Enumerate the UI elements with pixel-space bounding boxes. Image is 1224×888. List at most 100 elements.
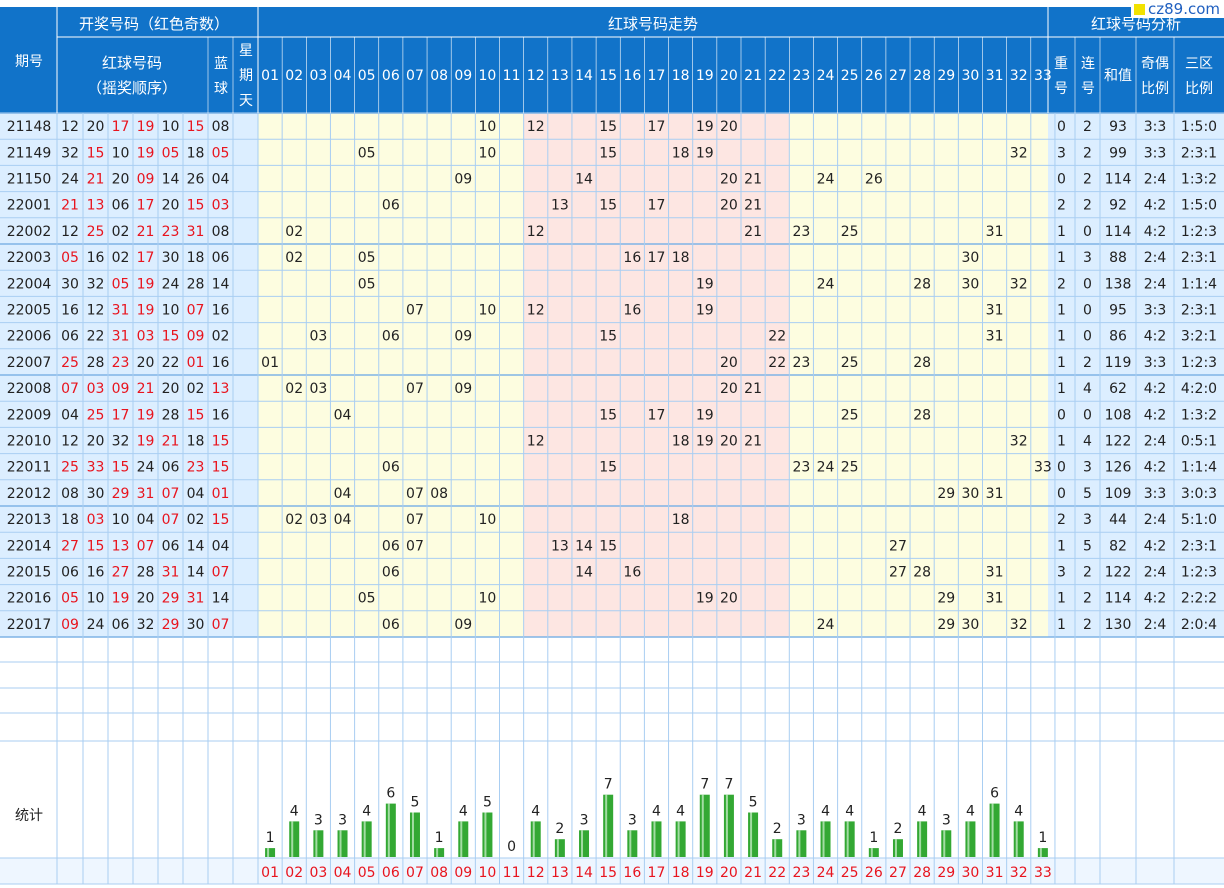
- zone-ratio-cell: 1:3:2: [1181, 172, 1217, 188]
- trend-number-mark: 25: [841, 355, 859, 371]
- red-ball-cell: 21: [162, 434, 180, 450]
- count-bar-highlight: [991, 803, 994, 857]
- count-label-11: 0: [507, 839, 516, 855]
- header-number-26: 26: [865, 68, 883, 84]
- trend-number-mark: 30: [962, 486, 980, 502]
- red-ball-cell: 06: [61, 565, 79, 581]
- count-bar-33: [1037, 848, 1048, 857]
- issue-cell: 22001: [7, 198, 52, 214]
- red-ball-cell: 17: [112, 407, 130, 423]
- count-bar-05: [361, 821, 372, 857]
- count-bar-30: [965, 821, 976, 857]
- trend-number-mark: 20: [720, 172, 738, 188]
- repeat-cell: 1: [1057, 355, 1066, 371]
- count-bar-01: [265, 848, 276, 857]
- trend-number-mark: 18: [672, 250, 690, 266]
- consec-cell: 0: [1083, 276, 1092, 292]
- bottom-number-30: 30: [962, 865, 980, 881]
- blue-ball-cell: 01: [212, 486, 230, 502]
- trend-number-mark: 19: [696, 145, 714, 161]
- blue-ball-cell: 15: [212, 460, 230, 476]
- header-number-09: 09: [454, 68, 472, 84]
- red-ball-cell: 31: [162, 565, 180, 581]
- red-ball-cell: 31: [112, 329, 130, 345]
- red-ball-cell: 24: [162, 276, 180, 292]
- odd-even-cell: 4:2: [1144, 198, 1167, 214]
- red-ball-cell: 28: [187, 276, 205, 292]
- red-ball-cell: 07: [61, 381, 79, 397]
- trend-number-mark: 17: [648, 407, 666, 423]
- bottom-number-03: 03: [309, 865, 327, 881]
- header-number-04: 04: [334, 68, 352, 84]
- count-bar-32: [1013, 821, 1024, 857]
- trend-number-mark: 10: [479, 303, 497, 319]
- red-ball-cell: 25: [61, 355, 79, 371]
- red-ball-cell: 23: [112, 355, 130, 371]
- count-bar-25: [844, 821, 855, 857]
- odd-even-cell: 4:2: [1144, 381, 1167, 397]
- trend-number-mark: 24: [817, 460, 835, 476]
- trend-number-mark: 15: [599, 119, 617, 135]
- count-bar-highlight: [894, 839, 897, 857]
- repeat-cell: 1: [1057, 329, 1066, 345]
- bottom-number-33: 33: [1034, 865, 1052, 881]
- zone-ratio-cell: 1:1:4: [1181, 460, 1217, 476]
- bottom-number-25: 25: [841, 865, 859, 881]
- trend-number-mark: 19: [696, 303, 714, 319]
- red-ball-cell: 22: [87, 329, 105, 345]
- header-repeat-1: 重: [1054, 56, 1068, 72]
- count-bar-highlight: [605, 794, 608, 857]
- trend-number-mark: 14: [575, 172, 593, 188]
- header-number-16: 16: [623, 68, 641, 84]
- red-ball-cell: 02: [112, 224, 130, 240]
- count-bar-highlight: [701, 794, 704, 857]
- repeat-cell: 0: [1057, 460, 1066, 476]
- red-ball-cell: 14: [162, 172, 180, 188]
- sum-cell: 88: [1109, 250, 1127, 266]
- header-oe-1: 奇偶: [1141, 55, 1169, 72]
- count-bar-highlight: [267, 848, 270, 857]
- header-weekday-3: 天: [239, 93, 253, 109]
- count-label-05: 4: [362, 803, 371, 819]
- red-ball-cell: 32: [112, 434, 130, 450]
- bottom-number-17: 17: [648, 865, 666, 881]
- red-ball-cell: 05: [112, 276, 130, 292]
- zone-ratio-cell: 3:2:1: [1181, 329, 1217, 345]
- watermark-text: cz89.com: [1148, 0, 1221, 18]
- odd-even-cell: 4:2: [1144, 538, 1167, 554]
- trend-number-mark: 02: [285, 250, 303, 266]
- red-ball-cell: 27: [61, 538, 79, 554]
- trend-number-mark: 07: [406, 303, 424, 319]
- trend-number-mark: 28: [913, 565, 931, 581]
- sum-cell: 119: [1105, 355, 1132, 371]
- stats-label: 统计: [15, 808, 43, 824]
- count-bar-highlight: [411, 812, 414, 857]
- red-ball-cell: 17: [137, 198, 155, 214]
- issue-cell: 22013: [7, 512, 52, 528]
- trend-number-mark: 13: [551, 198, 569, 214]
- header-sum: 和值: [1104, 68, 1132, 84]
- count-bar-18: [675, 821, 686, 857]
- red-ball-cell: 10: [162, 303, 180, 319]
- red-ball-cell: 15: [112, 460, 130, 476]
- red-ball-cell: 18: [187, 434, 205, 450]
- repeat-cell: 0: [1057, 486, 1066, 502]
- count-label-29: 3: [942, 812, 951, 828]
- trend-number-mark: 12: [527, 224, 545, 240]
- red-ball-cell: 10: [112, 145, 130, 161]
- count-bar-10: [482, 812, 493, 857]
- red-ball-cell: 19: [137, 119, 155, 135]
- trend-number-mark: 12: [527, 303, 545, 319]
- count-bar-23: [796, 830, 807, 857]
- trend-number-mark: 28: [913, 355, 931, 371]
- red-ball-cell: 12: [61, 119, 79, 135]
- red-ball-cell: 14: [187, 565, 205, 581]
- count-label-24: 4: [821, 803, 830, 819]
- sum-cell: 93: [1109, 119, 1127, 135]
- sum-cell: 44: [1109, 512, 1127, 528]
- trend-number-mark: 24: [817, 276, 835, 292]
- trend-number-mark: 28: [913, 407, 931, 423]
- red-ball-cell: 05: [162, 145, 180, 161]
- count-bar-29: [941, 830, 952, 857]
